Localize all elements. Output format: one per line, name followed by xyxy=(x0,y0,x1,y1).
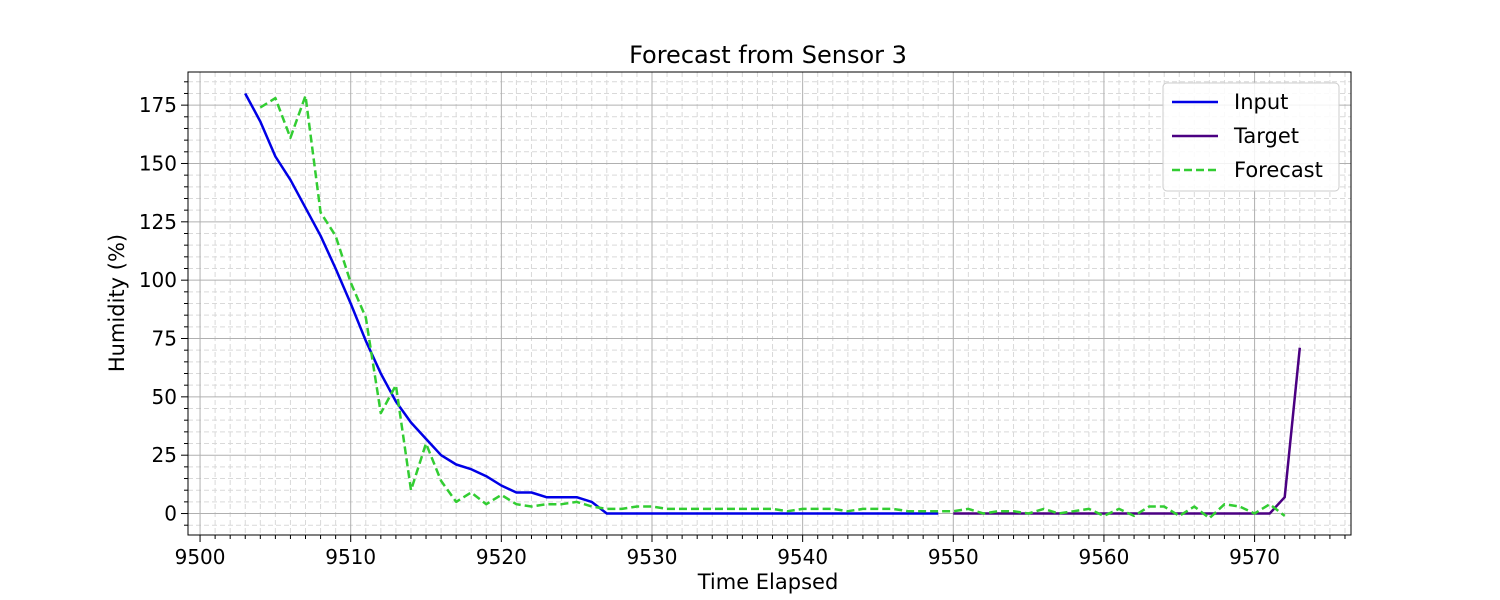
series-layer xyxy=(244,92,1302,520)
y-tick-label: 150 xyxy=(139,151,177,175)
y-tick-label: 75 xyxy=(152,327,177,351)
legend-label-forecast: Forecast xyxy=(1234,158,1323,182)
y-tick-label: 175 xyxy=(139,93,177,117)
legend-label-input: Input xyxy=(1234,90,1288,114)
chart-title: Forecast from Sensor 3 xyxy=(629,41,907,69)
legend-label-target: Target xyxy=(1233,124,1299,148)
x-tick-label: 9550 xyxy=(928,545,979,569)
y-tick-label: 0 xyxy=(164,502,177,526)
legend-box xyxy=(1162,82,1340,192)
y-tick-label: 25 xyxy=(152,443,177,467)
y-tick-label: 125 xyxy=(139,210,177,234)
legend: Input Target Forecast xyxy=(1162,82,1340,192)
tick-labels: 9500 9510 9520 9530 9540 9550 9560 9570 0 25 50 75 1… xyxy=(139,93,1280,569)
minor-grid xyxy=(188,72,1351,535)
y-tick-label: 100 xyxy=(139,268,177,292)
x-tick-label: 9530 xyxy=(627,545,678,569)
axis-ticks xyxy=(181,81,1346,542)
y-axis-title: Humidity (%) xyxy=(105,234,129,372)
x-tick-label: 9520 xyxy=(476,545,527,569)
x-axis-title: Time Elapsed xyxy=(697,570,839,594)
x-tick-label: 9500 xyxy=(175,545,226,569)
x-tick-label: 9560 xyxy=(1078,545,1129,569)
x-tick-label: 9510 xyxy=(325,545,376,569)
x-tick-label: 9570 xyxy=(1229,545,1280,569)
series-line-input xyxy=(244,92,939,515)
x-tick-label: 9540 xyxy=(777,545,828,569)
y-tick-label: 50 xyxy=(152,385,177,409)
series-line-target xyxy=(953,347,1302,515)
